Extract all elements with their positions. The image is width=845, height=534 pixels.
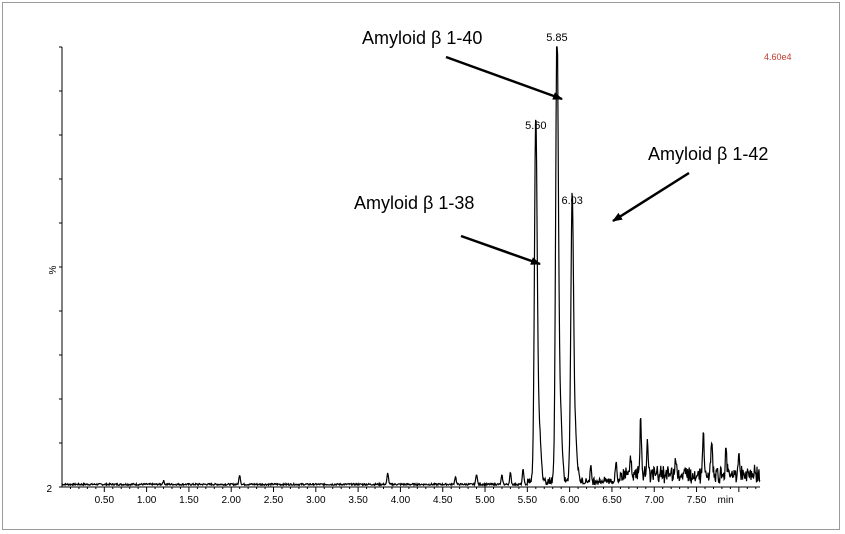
annotations: Amyloid β 1-40 Amyloid β 1-38 Amyloid β 1-… [354, 28, 768, 266]
x-tick-label: 0.50 [95, 495, 115, 506]
x-unit-label: min [718, 495, 734, 506]
annotation-label: Amyloid β 1-38 [354, 193, 474, 213]
annotation-arrow [612, 171, 690, 223]
x-tick-label: 2.00 [221, 495, 241, 506]
y-min-label: 2 [46, 484, 52, 495]
trace-line [61, 46, 761, 488]
axes [59, 46, 760, 488]
annotation-arrow [460, 234, 541, 266]
x-tick-label: 5.50 [518, 495, 538, 506]
peak-label: 5.85 [546, 32, 567, 44]
intensity-scale-label: 4.60e4 [764, 52, 792, 62]
x-tick-label: 3.50 [348, 495, 368, 506]
x-tick-label: 7.50 [687, 495, 707, 506]
x-tick-label: 7.00 [645, 495, 665, 506]
x-tick-label: 6.50 [602, 495, 622, 506]
peak-label: 5.60 [525, 120, 546, 132]
x-tick-label: 5.00 [475, 495, 495, 506]
x-tick-label: 6.00 [560, 495, 580, 506]
peak-label: 6.03 [561, 195, 582, 207]
annotation-arrow [445, 55, 563, 101]
x-tick-label: 2.50 [264, 495, 284, 506]
x-tick-label: 3.00 [306, 495, 326, 506]
x-tick-label: 4.50 [433, 495, 453, 506]
x-tick-label: 4.00 [391, 495, 411, 506]
x-ticks: 0.50 1.00 1.50 2.00 2.50 3.00 3.50 4.00 4.50 5.00… [69, 487, 757, 506]
peak-labels: 5.60 5.85 6.03 [525, 32, 583, 207]
x-tick-label: 1.50 [179, 495, 199, 506]
annotation-label: Amyloid β 1-42 [648, 144, 768, 164]
annotation-label: Amyloid β 1-40 [362, 28, 482, 48]
chromatogram-trace [61, 46, 761, 488]
x-tick-label: 1.00 [137, 495, 157, 506]
y-axis-label: % [48, 265, 59, 274]
